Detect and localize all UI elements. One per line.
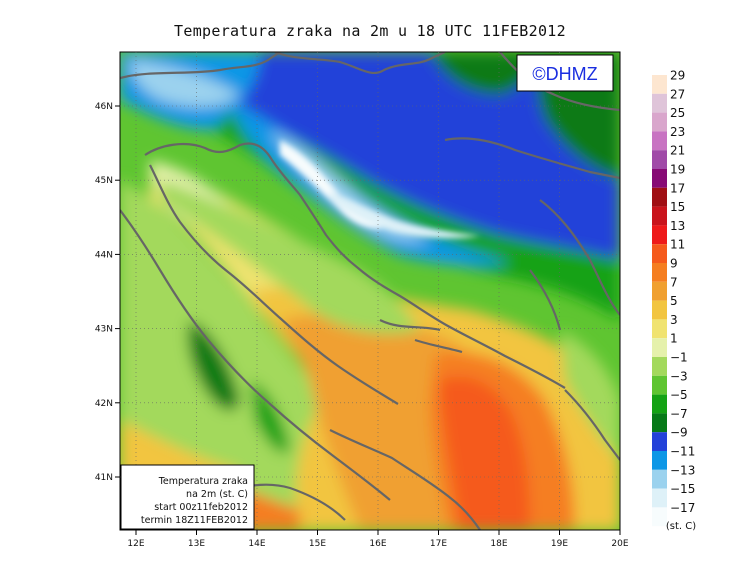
legend-swatch bbox=[652, 150, 667, 169]
info-box-line-1: Temperatura zraka bbox=[158, 476, 248, 487]
legend-swatch bbox=[652, 244, 667, 263]
lon-tick-label: 19E bbox=[551, 539, 568, 549]
lat-tick-label: 41N bbox=[95, 473, 113, 483]
legend-swatch bbox=[652, 206, 667, 226]
lon-tick-label: 12E bbox=[127, 539, 144, 549]
legend-swatch bbox=[652, 488, 667, 508]
legend-swatch bbox=[652, 507, 667, 527]
legend-swatch bbox=[652, 413, 667, 433]
legend-label: −9 bbox=[670, 426, 688, 440]
legend-swatch bbox=[652, 338, 667, 357]
legend-label: 23 bbox=[670, 125, 685, 139]
lon-tick-label: 20E bbox=[611, 539, 628, 549]
map-title: Temperatura zraka na 2m u 18 UTC 11FEB20… bbox=[174, 22, 566, 40]
legend-label: 13 bbox=[670, 219, 685, 233]
watermark-box bbox=[516, 54, 614, 92]
legend-label: 21 bbox=[670, 144, 685, 158]
legend-swatch bbox=[652, 375, 667, 395]
lat-tick-label: 46N bbox=[95, 102, 113, 112]
map-frame bbox=[119, 51, 621, 531]
legend-label: −3 bbox=[670, 369, 688, 383]
legend-swatch bbox=[652, 225, 667, 245]
legend-swatch bbox=[652, 131, 667, 151]
info-box-line-3: start 00z11feb2012 bbox=[154, 502, 248, 513]
legend-swatch bbox=[652, 93, 667, 113]
legend-label: 25 bbox=[670, 106, 685, 120]
legend-swatch bbox=[652, 169, 667, 188]
legend-swatch bbox=[652, 432, 667, 451]
longitude-axis: 12E 13E 14E 15E 16E 17E 18E 19E 20E bbox=[127, 530, 629, 549]
color-legend: 29 27 25 23 21 19 17 15 13 11 9 7 5 3 1 −1 −3 −5 −7 −9 −11 −1… bbox=[652, 69, 695, 527]
legend-label: −5 bbox=[670, 388, 688, 402]
info-box bbox=[120, 464, 255, 530]
legend-swatch bbox=[652, 469, 667, 489]
legend-label: 27 bbox=[670, 87, 685, 101]
graticule bbox=[120, 52, 620, 530]
lon-tick-label: 13E bbox=[188, 539, 205, 549]
legend-swatch bbox=[652, 394, 667, 414]
legend-label: 3 bbox=[670, 313, 678, 327]
lon-tick-label: 18E bbox=[490, 539, 507, 549]
legend-label: −7 bbox=[670, 407, 688, 421]
legend-swatch bbox=[652, 451, 667, 470]
watermark-text: ©DHMZ bbox=[532, 64, 597, 84]
info-box-line-4: termin 18Z11FEB2012 bbox=[141, 515, 248, 526]
legend-label: 9 bbox=[670, 257, 678, 271]
legend-label: 11 bbox=[670, 238, 685, 252]
legend-label: −1 bbox=[670, 351, 688, 365]
legend-label: 19 bbox=[670, 163, 685, 177]
lon-tick-label: 15E bbox=[309, 539, 326, 549]
legend-swatch bbox=[652, 281, 667, 301]
legend-swatch bbox=[652, 187, 667, 207]
latitude-axis: 46N 45N 44N 43N 42N 41N bbox=[95, 102, 120, 483]
legend-label: −15 bbox=[670, 482, 695, 496]
lat-tick-label: 42N bbox=[95, 399, 113, 409]
legend-label: −13 bbox=[670, 463, 695, 477]
lat-tick-label: 44N bbox=[95, 250, 113, 260]
legend-swatch bbox=[652, 75, 667, 94]
legend-swatch bbox=[652, 319, 667, 339]
legend-label: 15 bbox=[670, 200, 685, 214]
lat-tick-label: 43N bbox=[95, 325, 113, 335]
legend-label: −11 bbox=[670, 445, 695, 459]
lat-tick-label: 45N bbox=[95, 176, 113, 186]
lon-tick-label: 16E bbox=[369, 539, 386, 549]
info-box-line-2: na 2m (st. C) bbox=[186, 489, 248, 500]
legend-swatch bbox=[652, 112, 667, 132]
legend-unit: (st. C) bbox=[666, 521, 696, 532]
lon-tick-label: 14E bbox=[248, 539, 265, 549]
legend-label: −17 bbox=[670, 501, 695, 515]
legend-label: 29 bbox=[670, 69, 685, 83]
lon-tick-label: 17E bbox=[430, 539, 447, 549]
legend-label: 5 bbox=[670, 294, 678, 308]
legend-label: 7 bbox=[670, 275, 678, 289]
legend-swatch bbox=[652, 263, 667, 282]
legend-swatch bbox=[652, 300, 667, 320]
legend-label: 1 bbox=[670, 332, 678, 346]
legend-swatch bbox=[652, 357, 667, 376]
coastline bbox=[120, 52, 620, 530]
temperature-field bbox=[120, 52, 620, 530]
legend-label: 17 bbox=[670, 181, 685, 195]
